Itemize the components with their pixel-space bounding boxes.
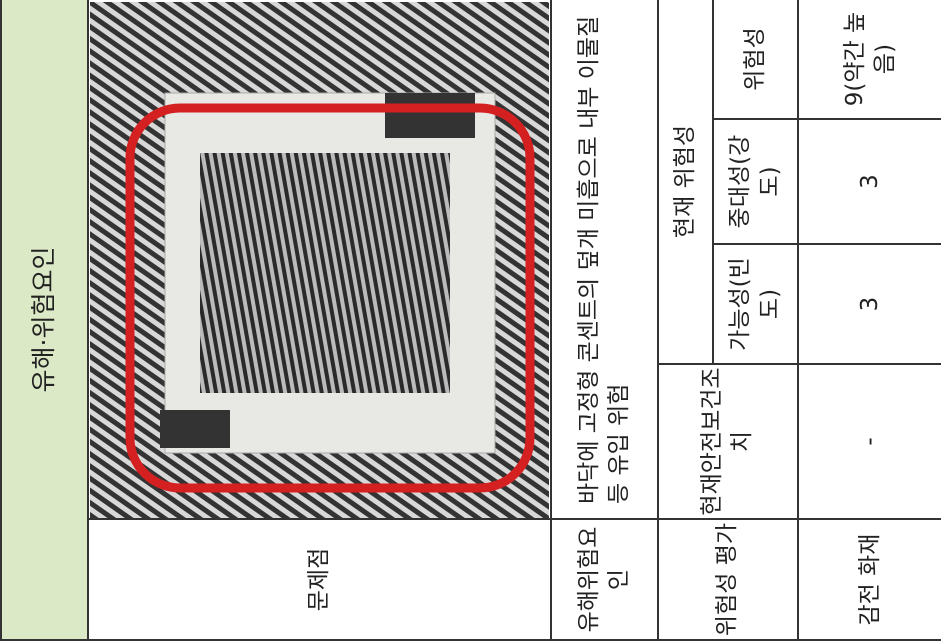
- result-value: 9(약간 높음): [798, 0, 941, 119]
- current-measures-header: 현재안전보건조치: [658, 364, 798, 519]
- assessment-label: 위험성 평가: [658, 519, 798, 640]
- photo-cell: [88, 0, 551, 519]
- problem-label: 문제점: [88, 519, 551, 640]
- result-value: 3: [798, 119, 941, 244]
- result-measures: -: [798, 364, 941, 519]
- column-header: 가능성(빈도): [713, 244, 798, 364]
- column-header: 중대성(강도): [713, 119, 798, 244]
- photo: [90, 2, 549, 518]
- hazard-description: 바닥에 고정형 콘센트의 덮개 미흡으로 내부 이물질 등 유입 위험: [551, 0, 658, 519]
- current-risk-header: 현재 위험성: [658, 0, 713, 364]
- hazard-label: 유해위험요인: [551, 519, 658, 640]
- column-header: 위험성: [713, 0, 798, 119]
- result-value: 3: [798, 244, 941, 364]
- result-label: 감전 화재: [798, 519, 941, 640]
- header-title: 유해·위험요인: [1, 0, 88, 640]
